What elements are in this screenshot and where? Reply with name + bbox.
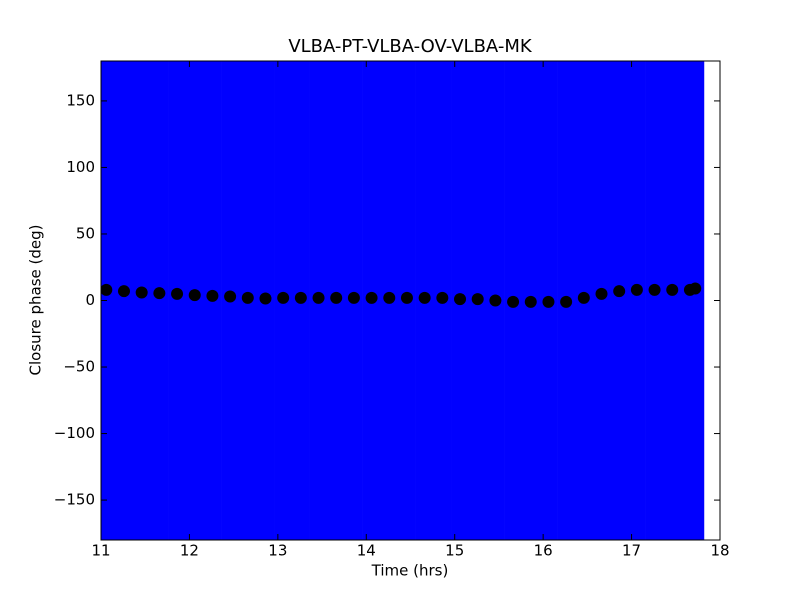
data-point	[224, 290, 237, 303]
y-tick-label: 50	[76, 224, 95, 242]
data-point	[418, 291, 431, 304]
y-tick-label: 150	[66, 91, 95, 109]
axes: 11 12 13 14 15 16 17 18 −150 −100 −50 0 50 100 150	[54, 61, 730, 560]
data-point	[153, 287, 166, 300]
data-point	[524, 295, 537, 308]
data-point	[206, 289, 219, 302]
y-tick-label: 100	[66, 158, 95, 176]
data-point	[135, 286, 148, 299]
data-point	[613, 285, 626, 298]
data-point	[171, 287, 184, 300]
data-point	[454, 293, 467, 306]
data-point	[595, 287, 608, 300]
data-point	[117, 285, 130, 298]
data-point	[101, 283, 113, 296]
data-point	[277, 291, 290, 304]
x-tick-label: 12	[180, 542, 199, 560]
data-point	[294, 291, 307, 304]
x-axis-label: Time (hrs)	[371, 562, 449, 580]
x-tick-label: 18	[710, 542, 729, 560]
y-tick-label: 0	[85, 291, 95, 309]
data-point	[383, 291, 396, 304]
y-axis-label: Closure phase (deg)	[27, 225, 45, 376]
data-point	[542, 295, 555, 308]
data-point	[436, 291, 449, 304]
data-point	[365, 291, 378, 304]
y-tick-label: −100	[54, 424, 95, 442]
data-point	[560, 295, 573, 308]
data-point	[577, 291, 590, 304]
data-point	[347, 291, 360, 304]
data-point	[507, 295, 520, 308]
data-point	[630, 283, 643, 296]
x-tick-label: 16	[534, 542, 553, 560]
data-point	[259, 292, 272, 305]
x-tick-label: 13	[268, 542, 287, 560]
data-point	[241, 291, 254, 304]
x-tick-label: 14	[357, 542, 376, 560]
data-point	[312, 291, 325, 304]
data-point	[648, 283, 661, 296]
data-point	[689, 282, 702, 295]
y-tick-label: −150	[54, 491, 95, 509]
data-point	[489, 294, 502, 307]
plot-frame	[100, 60, 721, 541]
x-tick-label: 17	[622, 542, 641, 560]
data-point	[400, 291, 413, 304]
data-point	[188, 289, 201, 302]
x-tick-label: 11	[91, 542, 110, 560]
chart-title: VLBA-PT-VLBA-OV-VLBA-MK	[288, 36, 533, 57]
data-point	[666, 283, 679, 296]
x-tick-label: 15	[445, 542, 464, 560]
points	[101, 282, 702, 308]
y-tick-label: −50	[63, 358, 95, 376]
data-point	[330, 291, 343, 304]
data-point	[471, 293, 484, 306]
